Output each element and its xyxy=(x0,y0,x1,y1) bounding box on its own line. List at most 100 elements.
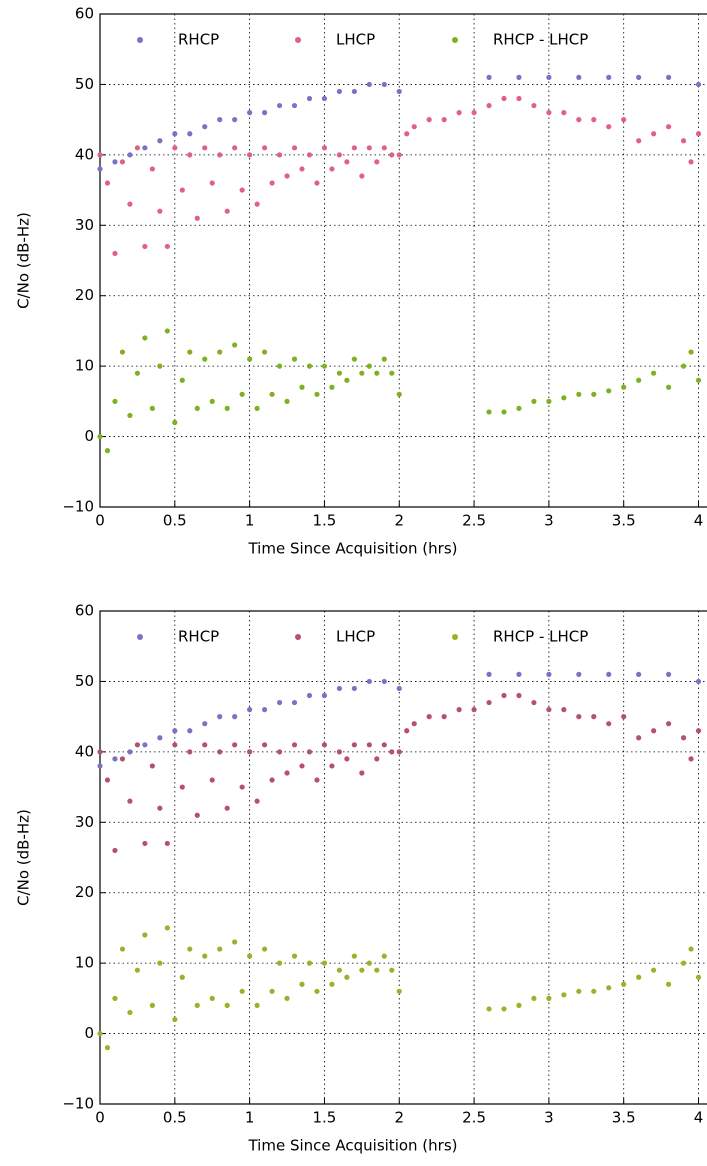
data-point xyxy=(374,967,380,973)
data-point xyxy=(695,678,702,685)
data-point xyxy=(269,988,275,994)
data-point xyxy=(276,749,283,755)
data-point xyxy=(680,735,687,741)
data-point xyxy=(157,805,163,811)
data-point xyxy=(97,433,103,440)
data-point xyxy=(396,391,402,397)
data-point xyxy=(187,749,193,755)
data-point xyxy=(291,145,298,151)
x-tick-label: 1.5 xyxy=(313,1109,337,1127)
x-tick-label: 3.5 xyxy=(612,1109,636,1127)
data-point xyxy=(591,391,597,397)
y-tick-label: 0 xyxy=(84,1024,94,1042)
data-point xyxy=(254,201,260,207)
data-point xyxy=(179,377,185,383)
data-point xyxy=(359,173,365,179)
data-point xyxy=(389,967,395,973)
data-point xyxy=(217,749,223,755)
data-point xyxy=(254,798,260,804)
data-point xyxy=(606,74,612,80)
data-point xyxy=(366,145,372,151)
data-point xyxy=(142,335,148,341)
data-point xyxy=(426,117,432,123)
data-point xyxy=(112,756,118,762)
data-point xyxy=(187,131,193,137)
data-point xyxy=(142,243,148,250)
data-point xyxy=(261,110,268,116)
data-point xyxy=(516,1002,522,1009)
data-point xyxy=(441,117,447,123)
data-point xyxy=(224,405,230,411)
data-point xyxy=(284,770,290,776)
data-point xyxy=(157,138,163,144)
data-point xyxy=(366,363,372,369)
data-point xyxy=(247,749,253,755)
data-point xyxy=(381,81,387,88)
data-point xyxy=(247,110,253,116)
data-point xyxy=(194,812,200,818)
data-point xyxy=(321,742,328,748)
data-point xyxy=(127,1009,133,1016)
data-point xyxy=(157,208,163,214)
data-point xyxy=(351,145,357,151)
data-point xyxy=(164,328,170,334)
data-point xyxy=(576,391,582,397)
data-point xyxy=(606,124,612,130)
data-point xyxy=(486,1006,492,1012)
y-tick-label: 10 xyxy=(75,357,94,375)
legend-label: RHCP - LHCP xyxy=(493,628,588,646)
data-point xyxy=(97,763,103,769)
data-point xyxy=(351,685,357,692)
data-point xyxy=(546,707,552,713)
data-point xyxy=(344,159,350,165)
data-point xyxy=(695,81,702,88)
data-point xyxy=(209,995,215,1001)
data-point xyxy=(516,692,522,699)
data-point xyxy=(157,735,163,741)
data-point xyxy=(486,102,492,109)
data-point xyxy=(516,95,522,102)
data-point xyxy=(561,110,567,116)
data-point xyxy=(202,953,208,959)
data-point xyxy=(269,180,275,186)
legend-label: LHCP xyxy=(336,31,375,49)
data-point xyxy=(276,699,283,706)
data-point xyxy=(157,960,163,966)
data-point xyxy=(695,131,702,137)
data-point xyxy=(344,377,350,383)
data-point xyxy=(172,742,178,748)
data-point xyxy=(636,74,642,80)
x-axis-label: Time Since Acquisition (hrs) xyxy=(247,1137,457,1155)
y-tick-label: −10 xyxy=(62,1095,94,1113)
data-point xyxy=(546,995,552,1001)
y-tick-label: 60 xyxy=(75,5,94,23)
data-point xyxy=(561,395,567,401)
data-point xyxy=(381,356,387,362)
data-point xyxy=(104,180,111,186)
data-point xyxy=(261,707,268,713)
data-point xyxy=(224,805,230,811)
data-point xyxy=(621,384,627,390)
data-point xyxy=(157,363,163,369)
data-point xyxy=(665,74,672,80)
data-point xyxy=(329,384,335,390)
data-point xyxy=(396,685,402,692)
data-point xyxy=(164,925,170,931)
data-point xyxy=(232,939,238,945)
data-point xyxy=(374,370,380,376)
data-point xyxy=(306,749,313,755)
data-point xyxy=(636,735,642,741)
data-point xyxy=(456,110,462,116)
data-point xyxy=(651,728,657,734)
data-point xyxy=(239,784,245,790)
data-point xyxy=(142,145,148,151)
x-tick-label: 3 xyxy=(544,1109,554,1127)
data-point xyxy=(194,215,200,221)
data-point xyxy=(217,349,223,355)
legend-label: RHCP xyxy=(178,628,219,646)
data-point xyxy=(291,953,298,959)
data-point xyxy=(546,74,552,80)
data-point xyxy=(306,960,313,966)
data-point xyxy=(411,721,417,727)
